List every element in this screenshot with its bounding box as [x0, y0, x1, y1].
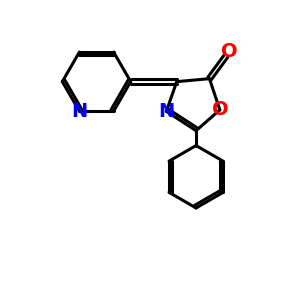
Text: N: N	[158, 102, 175, 121]
Text: O: O	[221, 42, 238, 61]
Text: N: N	[71, 102, 88, 121]
Text: O: O	[212, 100, 228, 119]
